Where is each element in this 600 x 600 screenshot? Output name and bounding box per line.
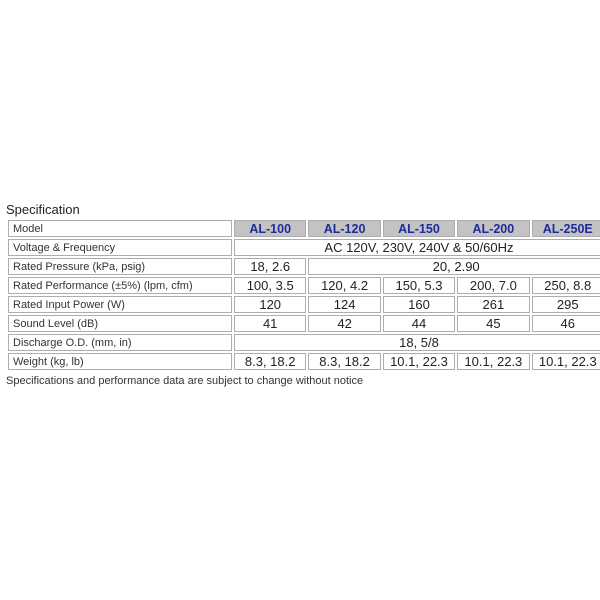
table-row: Model AL-100 AL-120 AL-150 AL-200 AL-250E [8, 220, 600, 237]
spec-value-cell: 8.3, 18.2 [234, 353, 307, 370]
row-label: Model [8, 220, 232, 237]
spec-value-cell: 46 [531, 315, 600, 332]
model-header-cell: AL-120 [308, 220, 381, 237]
spec-value-cell: 18, 5/8 [234, 334, 600, 351]
spec-value-cell: 10.1, 22.3 [531, 353, 600, 370]
spec-value-cell: 41 [234, 315, 307, 332]
spec-value-cell: 120 [234, 296, 307, 313]
spec-value-cell: 124 [308, 296, 381, 313]
model-header-cell: AL-250E [531, 220, 600, 237]
spec-value-cell: 150, 5.3 [382, 277, 456, 294]
model-header-cell: AL-100 [234, 220, 307, 237]
spec-value-cell: 44 [382, 315, 456, 332]
table-row: Weight (kg, lb) 8.3, 18.2 8.3, 18.2 10.1, 2… [8, 353, 600, 370]
specification-section: Specification Model AL-100 AL-120 AL-150 AL-… [6, 202, 600, 387]
row-label: Rated Pressure (kPa, psig) [8, 258, 232, 275]
table-row: Rated Input Power (W) 120 124 160 261 295 [8, 296, 600, 313]
row-label: Discharge O.D. (mm, in) [8, 334, 232, 351]
spec-value-cell: 261 [457, 296, 530, 313]
spec-value-cell: 160 [382, 296, 456, 313]
spec-value-cell: 8.3, 18.2 [308, 353, 381, 370]
spec-value-cell: 10.1, 22.3 [457, 353, 530, 370]
spec-value-cell: 20, 2.90 [308, 258, 600, 275]
row-label: Voltage & Frequency [8, 239, 232, 256]
row-label: Weight (kg, lb) [8, 353, 232, 370]
table-row: Sound Level (dB) 41 42 44 45 46 [8, 315, 600, 332]
model-header-cell: AL-150 [382, 220, 456, 237]
spec-value-cell: 200, 7.0 [457, 277, 530, 294]
spec-value-cell: 100, 3.5 [234, 277, 307, 294]
row-label: Sound Level (dB) [8, 315, 232, 332]
spec-table: Model AL-100 AL-120 AL-150 AL-200 AL-250E Volt… [6, 218, 600, 372]
spec-value-cell: 45 [457, 315, 530, 332]
table-row: Discharge O.D. (mm, in) 18, 5/8 [8, 334, 600, 351]
section-title: Specification [6, 202, 80, 217]
spec-table-body: Model AL-100 AL-120 AL-150 AL-200 AL-250E Volt… [8, 220, 600, 370]
spec-value-cell: 18, 2.6 [234, 258, 307, 275]
spec-value-cell: 250, 8.8 [531, 277, 600, 294]
table-row: Rated Performance (±5%) (lpm, cfm) 100, 3… [8, 277, 600, 294]
spec-value-cell: 42 [308, 315, 381, 332]
disclaimer-text: Specifications and performance data are … [6, 375, 364, 387]
row-label: Rated Performance (±5%) (lpm, cfm) [8, 277, 232, 294]
model-header-cell: AL-200 [457, 220, 530, 237]
spec-value-cell: 10.1, 22.3 [382, 353, 456, 370]
spec-value-cell: 120, 4.2 [308, 277, 381, 294]
spec-value-cell: AC 120V, 230V, 240V & 50/60Hz [234, 239, 600, 256]
table-row: Rated Pressure (kPa, psig) 18, 2.6 20, 2.9… [8, 258, 600, 275]
spec-value-cell: 295 [531, 296, 600, 313]
row-label: Rated Input Power (W) [8, 296, 232, 313]
table-row: Voltage & Frequency AC 120V, 230V, 240V &… [8, 239, 600, 256]
